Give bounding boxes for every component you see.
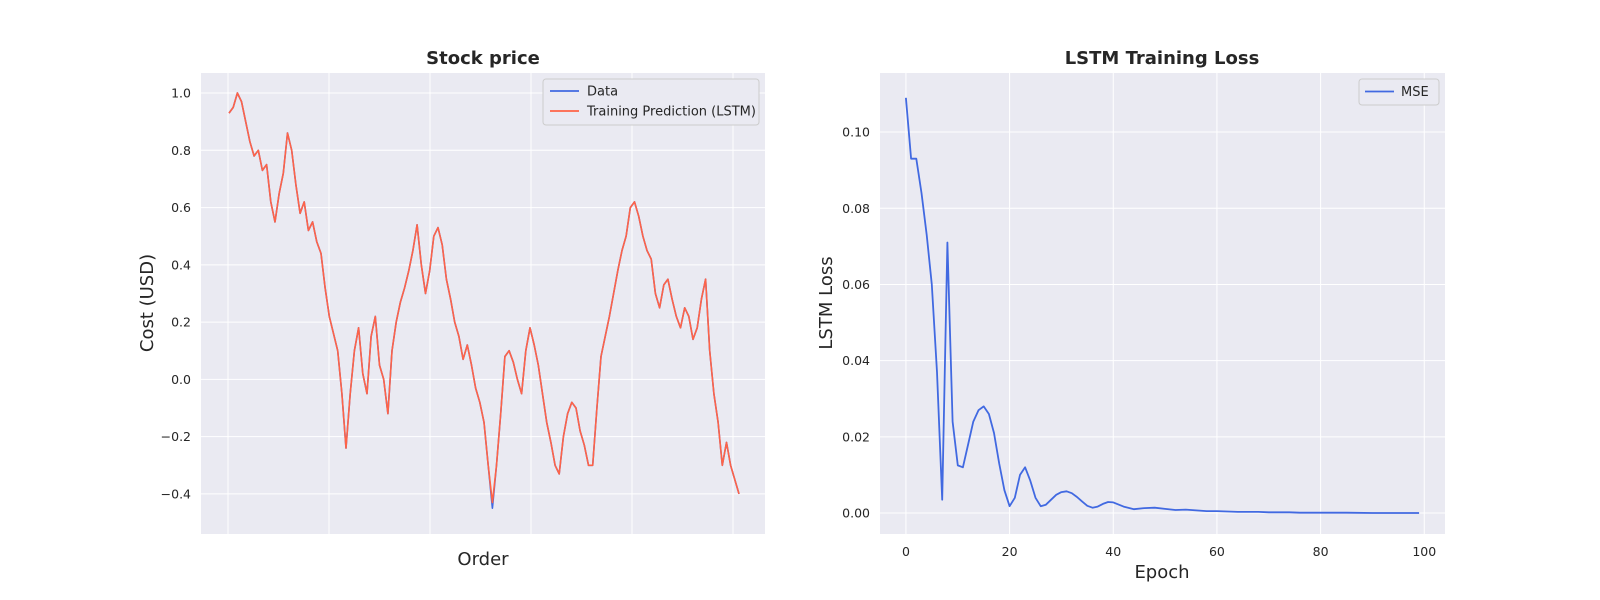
x-tick-label: 80: [1313, 544, 1329, 559]
x-tick-label: 40: [1105, 544, 1121, 559]
y-tick-label: 0.04: [842, 353, 870, 368]
plot-area: [201, 73, 765, 534]
plot-area: [880, 73, 1445, 534]
legend-label-prediction: Training Prediction (LSTM): [586, 105, 756, 120]
y-tick-label: 0.6: [171, 200, 191, 215]
x-axis-label: Order: [457, 549, 509, 570]
legend-frame: [1358, 78, 1440, 106]
series-lines: [228, 92, 740, 509]
y-ticks: −0.4 −0.2 0.0 0.2 0.4 0.6 0.8 1.0: [161, 86, 191, 502]
y-tick-label: 0.0: [171, 372, 191, 387]
series-line-mse: [905, 97, 1420, 514]
y-tick-label: −0.4: [161, 486, 191, 501]
legend-label-data: Data: [587, 85, 618, 100]
x-tick-label: 0: [902, 544, 910, 559]
x-axis-label: Epoch: [1134, 562, 1189, 583]
training-loss-chart: 0.00 0.02 0.04 0.06 0.08 0.10 0 20 40 60 80 100 LS…: [816, 48, 1445, 583]
legend-label-mse: MSE: [1401, 85, 1429, 100]
y-tick-label: 0.08: [842, 201, 870, 216]
chart-title: LSTM Training Loss: [1065, 48, 1260, 69]
legend: Data Training Prediction (LSTM): [542, 78, 760, 126]
y-tick-label: 0.2: [171, 315, 191, 330]
x-tick-label: 20: [1002, 544, 1018, 559]
legend: MSE: [1358, 78, 1440, 106]
series-lines: [905, 97, 1420, 514]
x-tick-label: 100: [1412, 544, 1436, 559]
y-ticks: 0.00 0.02 0.04 0.06 0.08 0.10: [842, 125, 870, 521]
y-tick-label: 0.02: [842, 429, 870, 444]
x-tick-label: 60: [1209, 544, 1225, 559]
x-ticks: 0 20 40 60 80 100: [902, 544, 1436, 559]
y-tick-label: −0.2: [161, 429, 191, 444]
legend-frame: [542, 78, 760, 126]
y-axis-label: Cost (USD): [137, 254, 158, 352]
y-tick-label: 0.10: [842, 125, 870, 140]
series-line-prediction: [228, 92, 740, 504]
grid: [201, 73, 765, 534]
y-tick-label: 1.0: [171, 86, 191, 101]
chart-title: Stock price: [426, 48, 540, 69]
y-tick-label: 0.8: [171, 143, 191, 158]
y-tick-label: 0.00: [842, 506, 870, 521]
y-tick-label: 0.06: [842, 277, 870, 292]
y-tick-label: 0.4: [171, 257, 191, 272]
y-axis-label: LSTM Loss: [816, 256, 837, 349]
stock-price-chart: −0.4 −0.2 0.0 0.2 0.4 0.6 0.8 1.0 Stock price O…: [137, 48, 765, 570]
